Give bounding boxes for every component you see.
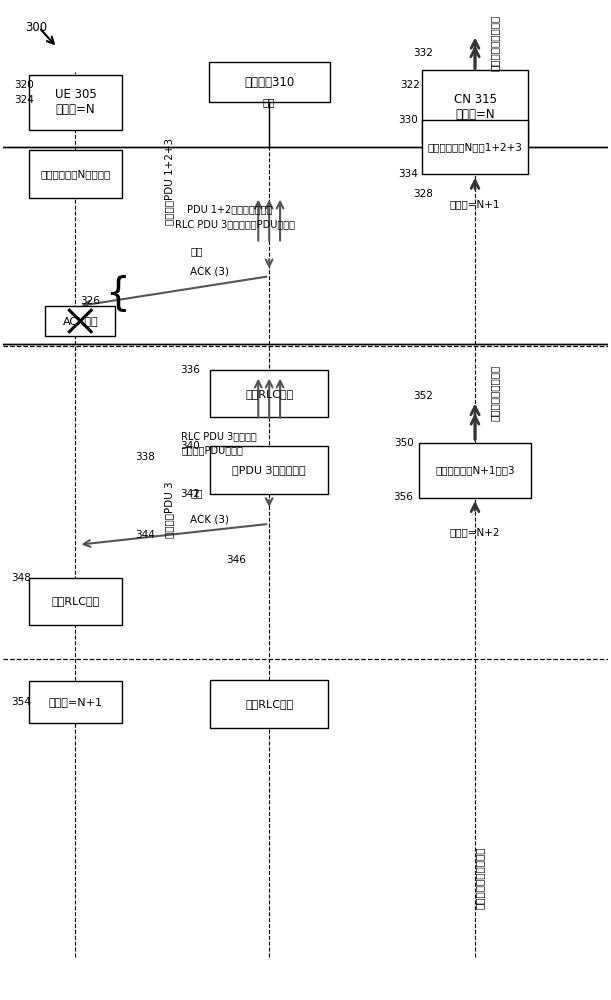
Text: 释放RLC状态: 释放RLC状态 bbox=[51, 596, 100, 606]
Bar bbox=[210, 370, 328, 417]
Bar bbox=[210, 680, 328, 728]
Text: PDU 1+2已发送且已确认: PDU 1+2已发送且已确认 bbox=[188, 205, 273, 215]
Text: 数据包：PDU 3: 数据包：PDU 3 bbox=[164, 482, 174, 538]
Text: 释放RLC状态: 释放RLC状态 bbox=[245, 699, 293, 709]
Bar bbox=[422, 70, 528, 144]
Text: 348: 348 bbox=[11, 573, 31, 583]
Text: 至应用层的垃圾数据: 至应用层的垃圾数据 bbox=[490, 364, 500, 421]
Text: 接入节点310: 接入节点310 bbox=[244, 76, 295, 89]
Bar bbox=[422, 120, 528, 174]
Text: 基于计数器值N进行加密: 基于计数器值N进行加密 bbox=[40, 169, 111, 179]
Text: 350: 350 bbox=[393, 438, 414, 448]
Text: 330: 330 bbox=[398, 115, 419, 125]
Text: 340: 340 bbox=[181, 441, 200, 451]
Text: CN 315
计数器=N: CN 315 计数器=N bbox=[453, 93, 497, 121]
Text: RLC PDU 3（带有最终PDU指示）: RLC PDU 3（带有最终PDU指示） bbox=[175, 220, 295, 230]
Text: 同步: 同步 bbox=[263, 97, 276, 107]
Text: 计数器=N+1: 计数器=N+1 bbox=[450, 200, 500, 210]
Bar bbox=[29, 681, 122, 723]
Text: 346: 346 bbox=[226, 555, 246, 565]
Bar bbox=[208, 62, 330, 102]
Text: 356: 356 bbox=[393, 492, 414, 502]
Bar bbox=[210, 446, 328, 494]
Text: 数据包：PDU 1+2+3: 数据包：PDU 1+2+3 bbox=[164, 138, 174, 225]
Text: 释放RLC状态: 释放RLC状态 bbox=[245, 389, 293, 399]
Text: 基于计数器值N解密1+2+3: 基于计数器值N解密1+2+3 bbox=[428, 142, 522, 152]
Text: ACK (3): ACK (3) bbox=[191, 266, 230, 276]
Text: 354: 354 bbox=[11, 697, 31, 707]
Text: UE 305
计数器=N: UE 305 计数器=N bbox=[54, 88, 97, 116]
Text: 338: 338 bbox=[135, 452, 155, 462]
Text: ACK丢失: ACK丢失 bbox=[62, 316, 98, 326]
Text: 336: 336 bbox=[180, 365, 200, 375]
Text: 轮询: 轮询 bbox=[191, 488, 203, 498]
Text: 至应用层的良好数据: 至应用层的良好数据 bbox=[490, 14, 500, 71]
Bar bbox=[419, 443, 531, 498]
Text: 332: 332 bbox=[414, 47, 433, 57]
Text: 带有最终PDU指示）: 带有最终PDU指示） bbox=[181, 445, 243, 455]
Text: ACK (3): ACK (3) bbox=[191, 515, 230, 525]
Text: 324: 324 bbox=[14, 95, 34, 105]
Text: 328: 328 bbox=[414, 189, 433, 199]
Text: 322: 322 bbox=[400, 80, 420, 90]
Text: 基于计数器值N+1解密3: 基于计数器值N+1解密3 bbox=[435, 465, 515, 475]
Text: 300: 300 bbox=[25, 21, 47, 34]
Text: 将PDU 3视为新传输: 将PDU 3视为新传输 bbox=[232, 465, 306, 475]
Bar bbox=[29, 75, 122, 130]
Bar bbox=[29, 150, 122, 198]
Text: 352: 352 bbox=[414, 391, 433, 401]
Text: 不同步且未设恢复机制: 不同步且未设恢复机制 bbox=[475, 847, 485, 909]
Text: {: { bbox=[106, 274, 130, 312]
Text: RLC PDU 3（重传，: RLC PDU 3（重传， bbox=[181, 431, 257, 441]
Text: 344: 344 bbox=[135, 530, 155, 540]
Text: 342: 342 bbox=[180, 489, 200, 499]
Text: 334: 334 bbox=[398, 169, 419, 179]
Text: 计数器=N+2: 计数器=N+2 bbox=[450, 527, 500, 537]
Text: 计数器=N+1: 计数器=N+1 bbox=[48, 697, 103, 707]
Bar bbox=[29, 578, 122, 625]
Text: 326: 326 bbox=[81, 296, 100, 306]
Text: 320: 320 bbox=[14, 80, 34, 90]
Bar bbox=[45, 306, 115, 336]
Text: 轮询: 轮询 bbox=[191, 246, 203, 256]
